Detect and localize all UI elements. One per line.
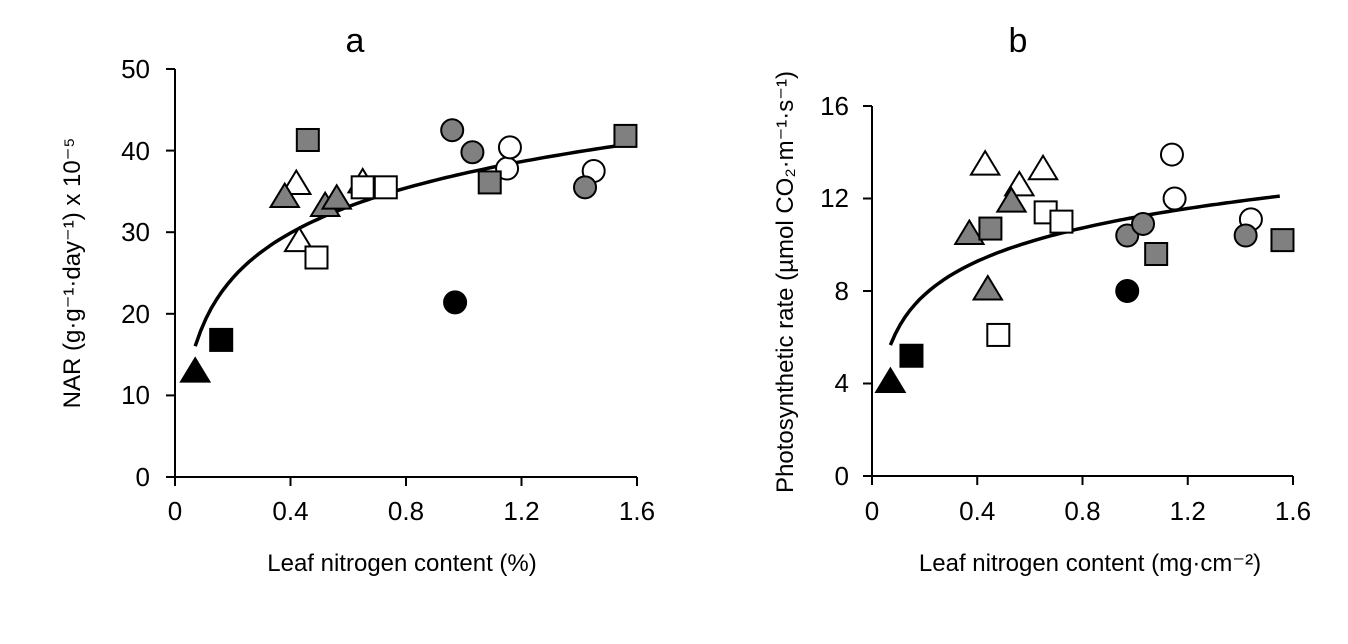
panel-a-square-point — [613, 123, 638, 148]
panel-b-triangle-point — [953, 218, 986, 245]
panel-a-square-point — [295, 127, 320, 152]
panel-b-square-point — [1049, 209, 1074, 234]
panel-a-title: a — [346, 22, 365, 60]
panel-b-triangle-point — [1027, 153, 1059, 181]
panel-a-square-point — [373, 175, 398, 200]
panel-a-x-tick: 1.6 — [619, 496, 655, 526]
panel-b-x-label: Leaf nitrogen content (mg·cm⁻²) — [919, 550, 1261, 577]
panel-b-x-tick: 0.4 — [959, 496, 995, 526]
panel-b-x-tick: 0.8 — [1064, 496, 1100, 526]
panel-a-circle-point — [460, 140, 485, 165]
panel-b-y-label: Photosynthetic rate (µmol CO₂·m⁻¹·s⁻¹) — [772, 71, 799, 493]
panel-b-fit-curve — [888, 194, 1281, 346]
panel-b-markers — [874, 142, 1295, 393]
panel-a-triangle-point — [179, 356, 212, 383]
panel-b-x-tick: 0 — [865, 496, 879, 526]
panel-b-triangle-point — [995, 186, 1028, 213]
panel-b-triangle-point — [971, 274, 1004, 301]
panel-a-triangle-point — [283, 225, 316, 253]
panel-a-x-label: Leaf nitrogen content (%) — [267, 550, 537, 577]
panel-a-y-tick: 50 — [121, 54, 150, 84]
panel-a-fit-curve-group — [193, 143, 623, 347]
panel-b-fit-curve-group — [888, 194, 1281, 346]
panel-a-circle-point — [573, 175, 598, 200]
panel-a-x-tick: 0.8 — [388, 496, 424, 526]
panel-a-circle-point — [440, 118, 465, 143]
panel-b-y-tick: 16 — [820, 91, 849, 121]
panel-b-x-tick: 1.2 — [1170, 496, 1206, 526]
panel-a-y-tick: 40 — [121, 136, 150, 166]
panel-a-y-label: NAR (g·g⁻¹·day⁻¹) x 10⁻⁵ — [59, 138, 86, 409]
panel-b-x-tick: 1.6 — [1275, 496, 1311, 526]
panel-b-y-tick: 4 — [835, 368, 849, 398]
panel-b: b 0 0.4 0.8 1.2 1.6 0 4 8 12 16 Leaf nit… — [772, 22, 1311, 577]
panel-b-y-tick: 8 — [835, 276, 849, 306]
panel-a-y-tick: 20 — [121, 299, 150, 329]
panel-a-y-tick: 0 — [136, 462, 150, 492]
panel-b-circle-point — [1159, 142, 1184, 167]
panel-a-triangle-point — [280, 168, 313, 195]
panel-a-square-point — [304, 245, 329, 270]
panel-b-square-point — [986, 322, 1011, 347]
panel-b-y-tick: 0 — [835, 461, 849, 491]
panel-a-x-tick: 0.4 — [272, 496, 308, 526]
panel-a-tick-marks — [166, 68, 638, 486]
panel-a-circle-point — [497, 135, 522, 160]
panel-b-circle-point — [1131, 211, 1156, 236]
panel-a-x-tick: 1.2 — [503, 496, 539, 526]
panel-a-y-tick: 10 — [121, 380, 150, 410]
panel-a-y-tick: 30 — [121, 217, 150, 247]
panel-b-tick-marks — [863, 105, 1294, 485]
panel-a-circle-point — [443, 290, 468, 315]
panel-b-triangle-point — [874, 366, 907, 393]
panel-a-x-tick: 0 — [168, 496, 182, 526]
panel-b-square-point — [1144, 242, 1169, 266]
panel-b-circle-point — [1233, 223, 1258, 248]
panel-b-square-point — [978, 216, 1003, 241]
panel-b-circle-point — [1115, 279, 1140, 303]
panel-b-square-point — [1270, 228, 1295, 253]
panel-a-square-point — [209, 327, 234, 352]
panel-a-triangle-point — [268, 181, 301, 209]
panel-b-circle-point — [1162, 186, 1187, 211]
panel-b-title: b — [1009, 22, 1028, 60]
panel-b-triangle-point — [969, 149, 1002, 176]
panel-a-triangle-point — [320, 183, 353, 210]
panel-a-square-point — [477, 170, 502, 195]
panel-a: a 0 0.4 0.8 1.2 1.6 0 10 20 30 40 50 Lea… — [59, 22, 655, 577]
panel-a-markers — [179, 118, 638, 383]
panel-b-square-point — [899, 343, 924, 368]
panel-a-square-point — [350, 175, 375, 200]
panel-a-fit-curve — [193, 143, 623, 347]
panel-b-y-tick: 12 — [820, 183, 849, 213]
